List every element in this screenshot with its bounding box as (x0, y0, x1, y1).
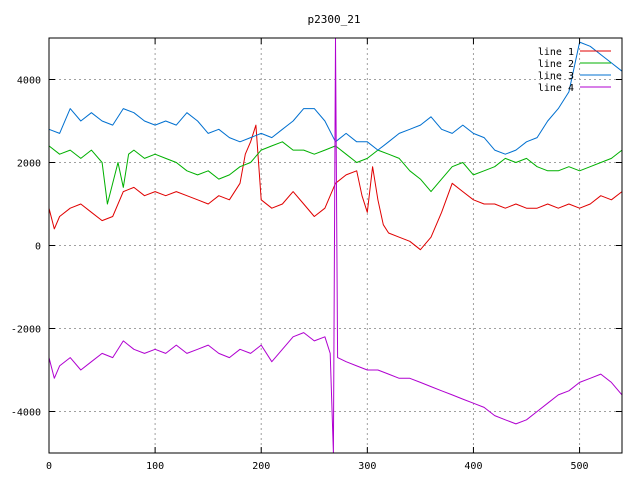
series-line-2 (48, 141, 623, 205)
axis-ticks: 0 100 200 300 400 500 -4000 -2000 0 2000 4000 (11, 38, 622, 472)
x-tick-label: 400 (464, 461, 482, 472)
x-tick-label: 0 (46, 461, 52, 472)
legend-label-4: line 4 (538, 83, 574, 94)
legend-label-2: line 2 (538, 59, 574, 70)
y-tick-label: -2000 (11, 325, 41, 336)
y-tick-label: 2000 (17, 159, 41, 170)
x-tick-label: 500 (571, 461, 589, 472)
x-tick-label: 100 (146, 461, 164, 472)
series-line-1 (48, 124, 623, 251)
x-tick-label: 300 (358, 461, 376, 472)
grid (49, 38, 622, 453)
series-line-3 (48, 41, 623, 155)
legend-label-3: line 3 (538, 71, 574, 82)
chart-title: p2300_21 (308, 13, 361, 26)
legend-label-1: line 1 (538, 47, 574, 58)
x-tick-label: 200 (252, 461, 270, 472)
y-tick-label: 4000 (17, 76, 41, 87)
y-tick-label: -4000 (11, 408, 41, 419)
y-tick-label: 0 (35, 242, 41, 253)
